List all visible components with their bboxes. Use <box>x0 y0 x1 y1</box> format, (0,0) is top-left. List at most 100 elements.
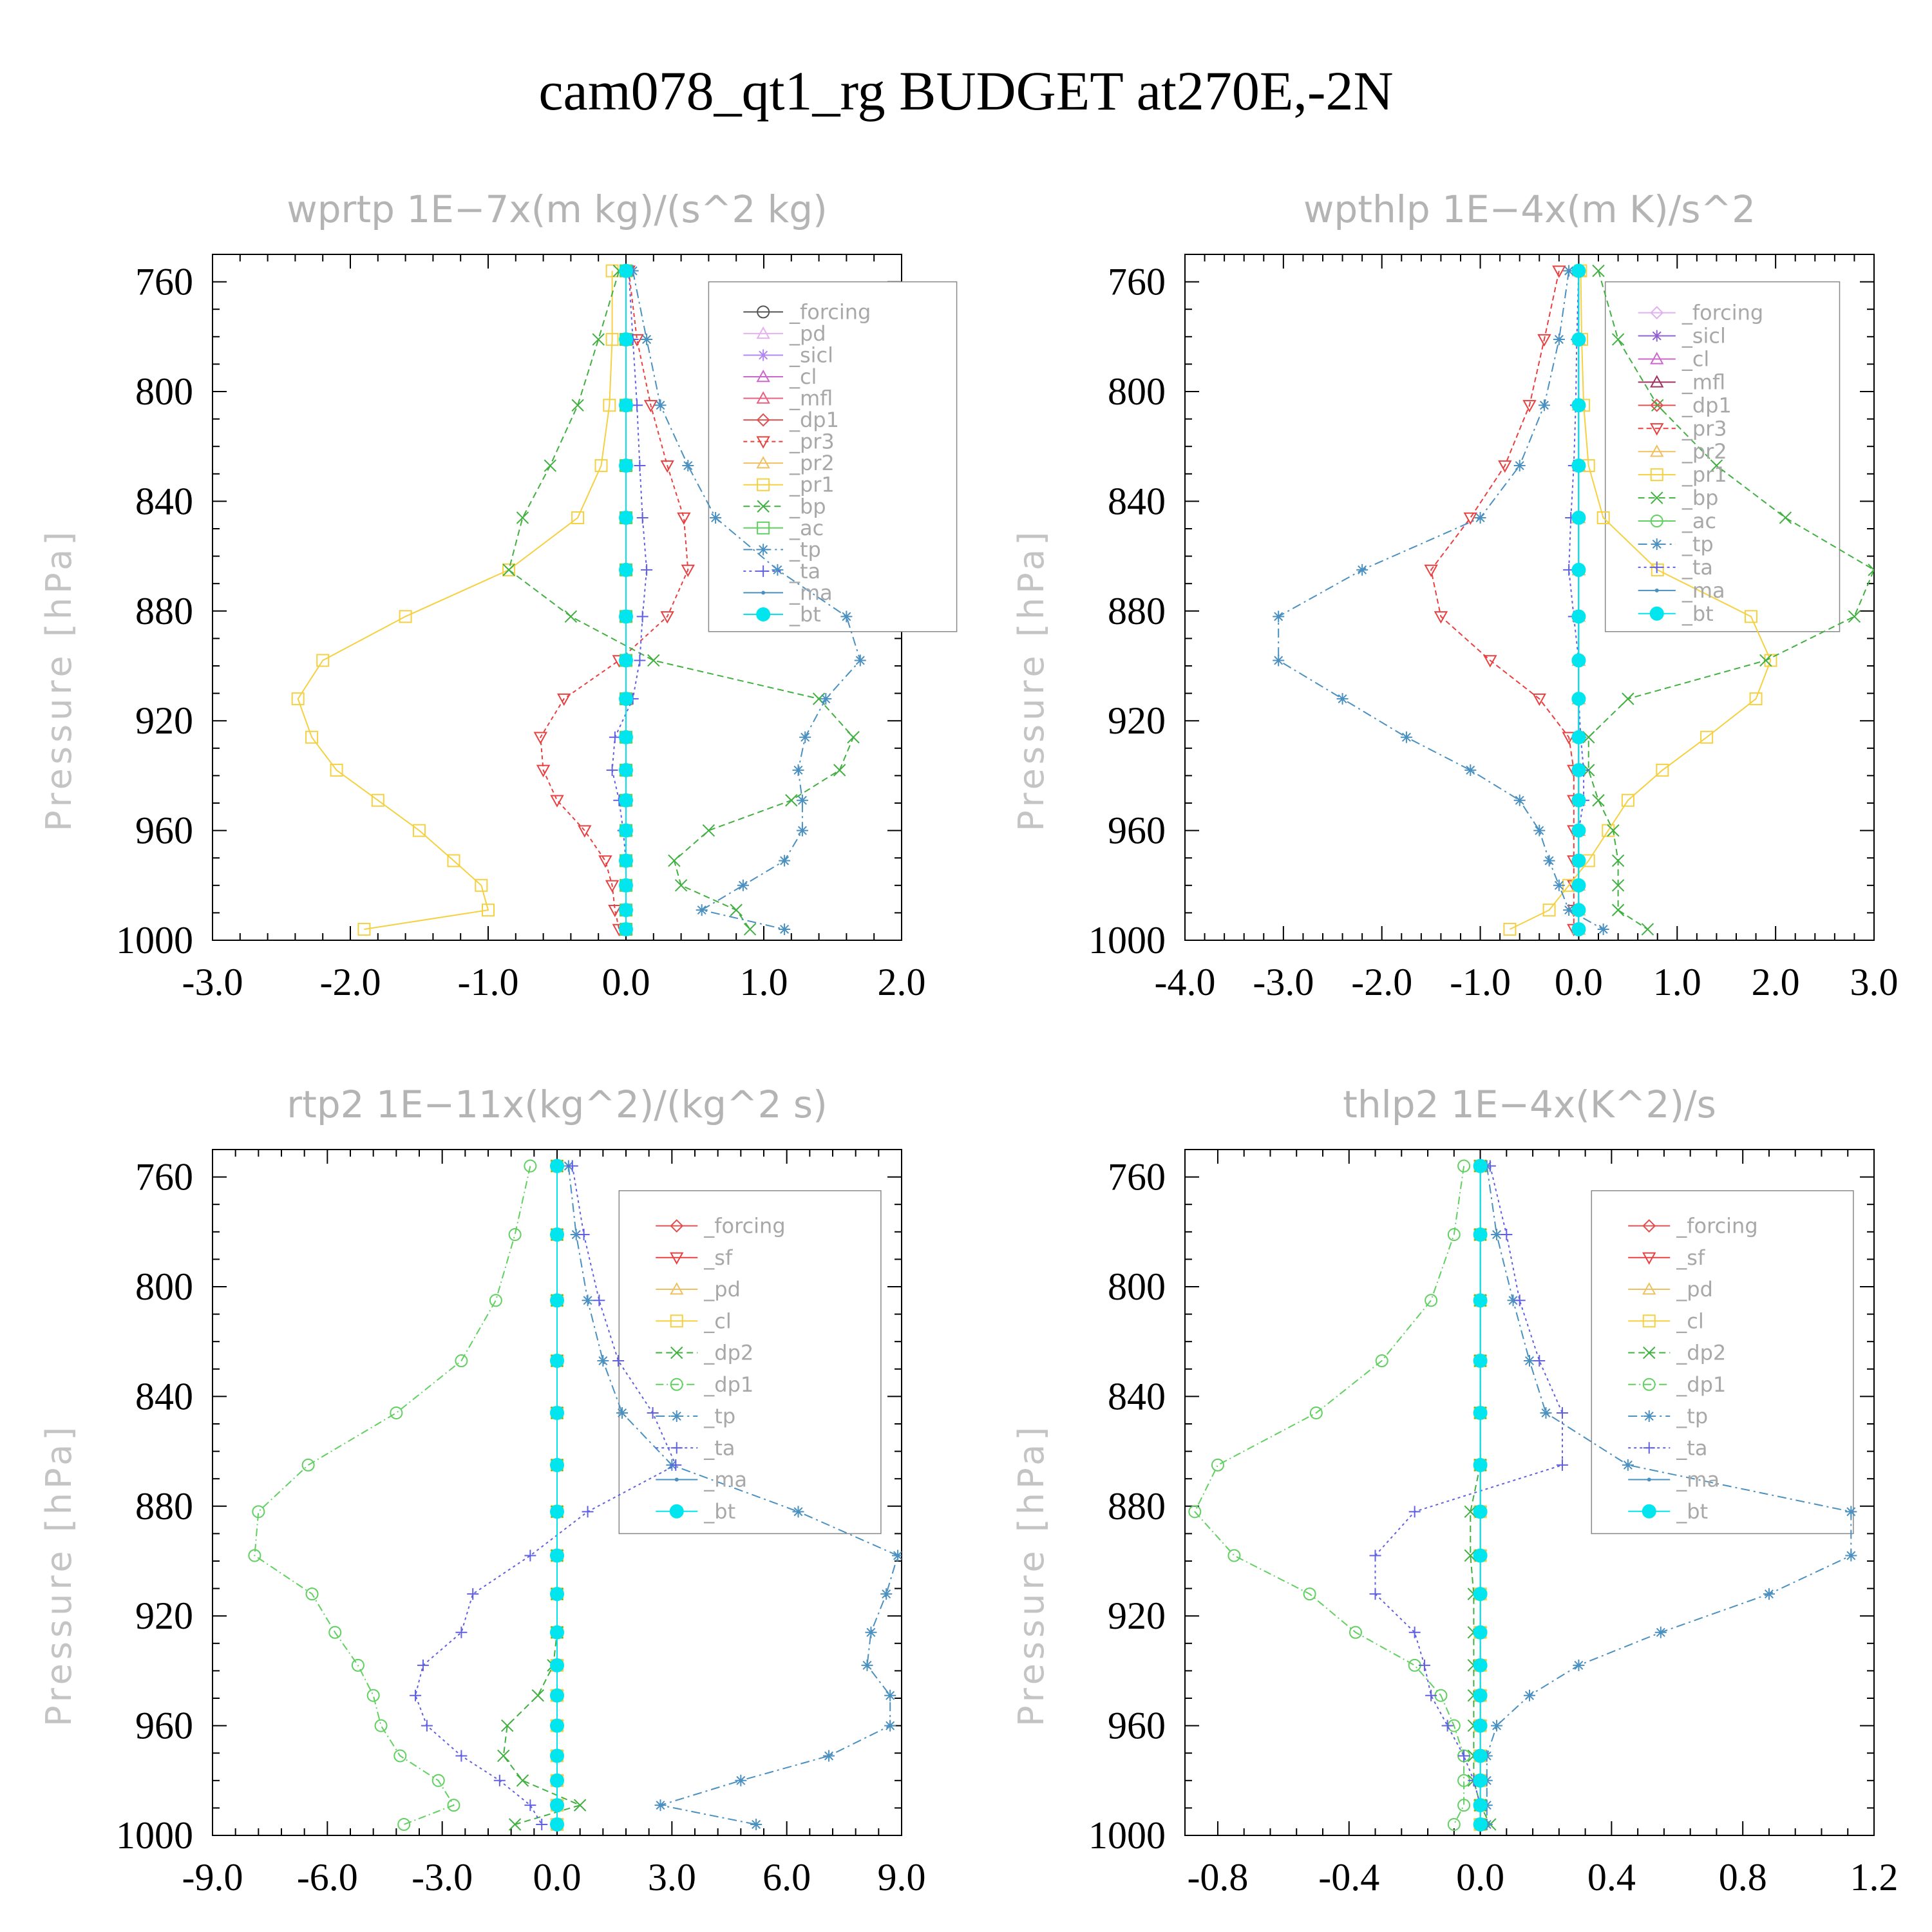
data-point_bt <box>1473 1625 1488 1640</box>
data-point_tp <box>1273 654 1285 667</box>
data-point_dp1 <box>524 1159 537 1173</box>
legend-marker <box>674 1477 679 1482</box>
legend-marker <box>1650 306 1664 319</box>
legend-label: _ma <box>703 1468 747 1492</box>
legend-label: _bt <box>789 602 821 627</box>
data-point_bp <box>1868 564 1874 576</box>
data-point_bt <box>550 1688 564 1703</box>
data-point_pr3 <box>643 400 658 413</box>
legend-marker <box>1650 444 1664 457</box>
panel-title: rtp2 1E−11x(kg^2)/(kg^2 s) <box>287 1083 828 1126</box>
data-point_ta <box>1369 1549 1381 1562</box>
data-point_pr3 <box>681 564 695 577</box>
data-point_pr1 <box>305 730 319 744</box>
legend-marker <box>756 436 770 449</box>
data-point_pr3 <box>608 904 622 918</box>
data-point_ta <box>634 460 646 472</box>
legend-marker <box>1642 1219 1656 1233</box>
data-point_tp <box>1513 460 1526 472</box>
legend-marker <box>757 544 770 556</box>
data-point_dp1 <box>1188 1505 1202 1519</box>
legend-box <box>708 281 958 632</box>
legend-label: _pd <box>703 1277 741 1302</box>
legend-marker <box>757 565 770 577</box>
legend-label: _ma <box>789 580 833 605</box>
legend-label: _ta <box>703 1435 735 1460</box>
y-tick-label: 920 <box>1108 699 1166 742</box>
data-point_tp <box>735 1774 747 1786</box>
data-point_pr1 <box>413 824 426 837</box>
data-point_bt <box>619 692 633 706</box>
data-point_bt <box>619 878 633 893</box>
data-point_ta <box>1458 1750 1470 1762</box>
data-point_bt <box>1473 1688 1488 1703</box>
y-tick-label: 960 <box>1108 1705 1166 1747</box>
legend-label: _dp1 <box>1676 1372 1726 1397</box>
x-tick-label: 0.4 <box>1587 1856 1636 1899</box>
y-tick-label: 880 <box>1108 1485 1166 1528</box>
data-point_bt <box>550 1548 564 1563</box>
figure-title: cam078_qt1_rg BUDGET at270E,-2N <box>538 60 1393 122</box>
y-tick-label: 920 <box>135 1595 193 1637</box>
legend-marker <box>1650 375 1664 388</box>
data-point_bt <box>1473 1748 1488 1763</box>
data-point_tp <box>641 334 653 346</box>
data-point_dp1 <box>431 1774 445 1787</box>
y-tick-label: 840 <box>135 1375 193 1417</box>
data-point_tp <box>1538 399 1550 412</box>
y-tick-label: 840 <box>135 480 193 522</box>
legend-marker <box>670 1378 683 1391</box>
data-point_dp1 <box>1349 1625 1362 1639</box>
data-point_bt <box>1571 878 1586 893</box>
legend-label: _cl <box>789 365 817 389</box>
data-point_tp <box>823 1750 835 1762</box>
data-point_ta <box>1513 1294 1526 1307</box>
legend-box <box>1604 281 1841 632</box>
data-point_dp1 <box>455 1354 468 1368</box>
y-axis-label: Pressure [hPa] <box>39 1423 79 1727</box>
legend-marker <box>1642 1252 1656 1265</box>
y-tick-label: 760 <box>135 261 193 303</box>
x-tick-label: 6.0 <box>762 1856 811 1899</box>
y-tick-label: 760 <box>135 1156 193 1198</box>
legend-box <box>1591 1190 1854 1535</box>
legend-label: _sicl <box>789 343 833 367</box>
legend-label: _pr3 <box>1681 416 1727 440</box>
legend-label: _dp2 <box>1676 1341 1726 1365</box>
data-point_bp <box>702 824 715 837</box>
data-point_dp1 <box>305 1587 319 1601</box>
legend-marker <box>1650 352 1664 365</box>
data-point_pr1 <box>330 763 343 777</box>
data-point_ta <box>1425 1689 1437 1701</box>
data-point_dp2 <box>1464 1549 1477 1562</box>
data-point_dp1 <box>489 1294 502 1307</box>
data-point_bt <box>1571 459 1586 473</box>
legend-label: _dp1 <box>789 408 839 432</box>
legend-label: _ta <box>1681 555 1713 580</box>
legend-marker <box>670 1252 684 1265</box>
data-point_ta <box>421 1719 433 1732</box>
data-point_bp <box>544 459 557 472</box>
data-point_dp1 <box>301 1458 315 1472</box>
legend-label: _dp2 <box>703 1341 753 1365</box>
data-point_tp <box>1464 764 1477 776</box>
data-point_tp <box>1491 1719 1503 1732</box>
data-point_dp1 <box>328 1625 342 1639</box>
y-tick-label: 960 <box>135 1705 193 1747</box>
data-point_tp <box>865 1626 877 1638</box>
y-tick-label: 840 <box>1108 1375 1166 1417</box>
legend-marker <box>1642 1504 1656 1519</box>
data-point_tp <box>779 855 791 867</box>
data-point_tp <box>1553 879 1565 891</box>
data-point_ta <box>670 1459 682 1471</box>
data-point_tp <box>1524 1355 1535 1367</box>
legend-label: _ta <box>1676 1435 1707 1460</box>
data-point_pr1 <box>291 692 305 706</box>
data-point_tp <box>1597 923 1609 935</box>
legend-label: _forcing <box>1681 301 1763 325</box>
data-point_pr3 <box>1522 400 1537 413</box>
legend-marker <box>757 478 770 491</box>
legend-marker <box>761 591 766 595</box>
data-point_bt <box>1473 1548 1488 1563</box>
data-point_ta <box>593 1294 605 1307</box>
